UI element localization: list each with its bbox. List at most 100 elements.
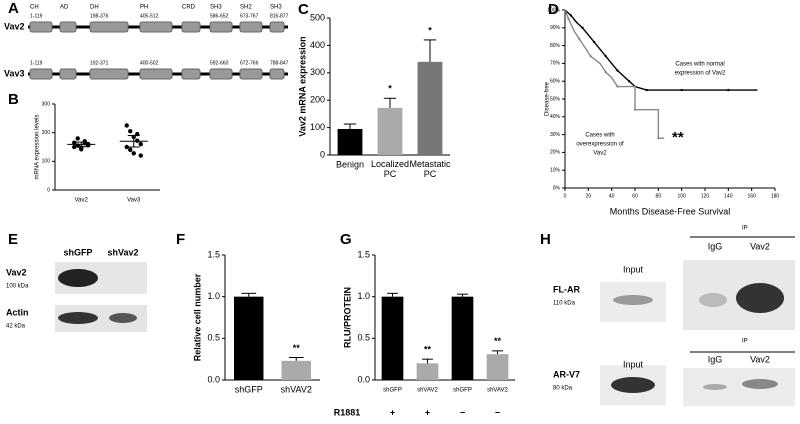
data-point <box>135 138 140 143</box>
domain-box <box>181 21 201 33</box>
domain-range: 586-652 <box>210 13 229 19</box>
x-tick-label: Vav3 <box>127 198 141 204</box>
domain-name: DH <box>90 5 99 11</box>
lane-label: IgG <box>708 354 723 364</box>
annotation: expression of Vav2 <box>675 71 726 77</box>
significance: ** <box>494 336 502 346</box>
treatment-name: R1881 <box>334 407 361 417</box>
y-axis-label: RLU/PROTEIN <box>342 287 352 348</box>
domain-name: CH <box>30 5 39 11</box>
bar <box>281 360 311 380</box>
treatment-sign: − <box>495 407 500 417</box>
bar <box>337 128 363 155</box>
bar <box>381 296 404 380</box>
significance: * <box>428 25 432 35</box>
censor-mark <box>616 85 619 88</box>
y-tick-label: 100 <box>310 122 325 132</box>
censor-mark <box>604 71 608 74</box>
protein-name: Vav2 <box>4 21 25 31</box>
data-point <box>128 129 133 134</box>
y-tick-label: 20% <box>550 150 561 156</box>
y-tick-label: 0 <box>47 187 50 193</box>
blot-size: 110 kDa <box>553 301 576 307</box>
y-tick-label: 0.0 <box>357 374 370 384</box>
data-point <box>138 141 143 147</box>
y-tick-label: 0 <box>320 149 325 159</box>
panel-label: D <box>548 1 559 18</box>
domain-box <box>239 21 263 33</box>
y-tick-label: 1.5 <box>207 249 220 259</box>
domain-box <box>269 21 285 33</box>
data-point <box>75 136 80 141</box>
bar <box>234 296 264 380</box>
y-tick-label: 40% <box>550 114 561 120</box>
domain-range: 1-119 <box>30 60 43 66</box>
x-tick-label: 100 <box>677 193 686 199</box>
lane-label: Vav2 <box>750 241 770 251</box>
x-tick-label: 40 <box>609 193 615 199</box>
censor-mark <box>592 40 596 44</box>
significance: * <box>388 84 392 94</box>
y-axis-label: Disease-free <box>545 81 551 116</box>
domain-box <box>29 21 53 33</box>
domain-range: 1-119 <box>30 13 43 19</box>
domain-box <box>89 68 129 80</box>
censor-mark <box>633 108 637 111</box>
input-label: Input <box>623 359 644 369</box>
x-tick-label: 20 <box>586 193 592 199</box>
blot-name: FL-AR <box>553 284 580 294</box>
domain-box <box>209 21 233 33</box>
domain-range: 192-371 <box>90 60 109 66</box>
domain-name: SH3 <box>270 5 282 11</box>
panel-label: G <box>340 231 352 248</box>
domain-range: 788-847 <box>270 60 289 66</box>
band-name: Actin <box>6 307 29 317</box>
survival-curve <box>564 9 665 139</box>
data-point <box>124 123 129 128</box>
y-tick-label: 1.0 <box>357 291 370 301</box>
domain-range: 592-660 <box>210 60 229 66</box>
domain-box <box>139 68 173 80</box>
domain-box <box>181 68 201 80</box>
censor-mark <box>680 88 683 92</box>
data-point <box>124 144 129 150</box>
domain-box <box>239 68 263 80</box>
x-tick-label: 60 <box>632 193 638 199</box>
censor-mark <box>577 37 581 40</box>
y-tick-label: 0.5 <box>357 333 370 343</box>
domain-box <box>59 68 77 80</box>
domain-name: SH2 <box>240 5 252 11</box>
blot-images <box>55 236 795 406</box>
y-tick-label: 90% <box>550 25 561 31</box>
bar <box>417 61 443 156</box>
treatment-sign: − <box>460 407 465 417</box>
y-tick-label: 100 <box>42 159 51 165</box>
data-point <box>138 153 143 158</box>
domain-range: 672-766 <box>240 60 259 66</box>
y-tick-label: 0% <box>553 185 561 191</box>
y-tick-label: 200 <box>42 130 51 136</box>
annotation: overexpression of <box>576 142 624 148</box>
censor-mark <box>569 14 573 17</box>
data-point <box>128 147 133 153</box>
panel-label: F <box>176 231 185 248</box>
censor-mark <box>657 136 660 140</box>
y-tick-label: 100% <box>547 7 560 13</box>
significance: ** <box>293 343 301 353</box>
y-tick-label: 200 <box>310 95 325 105</box>
lane-label: IgG <box>708 241 723 251</box>
censor-mark <box>567 17 570 21</box>
lane-label: shVav2 <box>107 247 138 257</box>
x-tick-label: shVAV2 <box>487 388 508 394</box>
y-tick-label: 80% <box>550 43 561 49</box>
annotation: Cases with normal <box>675 62 724 68</box>
domain-range: 816-877 <box>270 13 289 19</box>
x-tick-label: Localized PC <box>371 159 409 179</box>
y-tick-label: 300 <box>310 67 325 77</box>
blot-size: 80 kDa <box>553 386 573 392</box>
domain-range: 198-376 <box>90 13 109 19</box>
domain-name: PH <box>140 5 148 11</box>
x-tick-label: 140 <box>724 193 733 199</box>
band-size: 42 kDa <box>6 324 26 330</box>
